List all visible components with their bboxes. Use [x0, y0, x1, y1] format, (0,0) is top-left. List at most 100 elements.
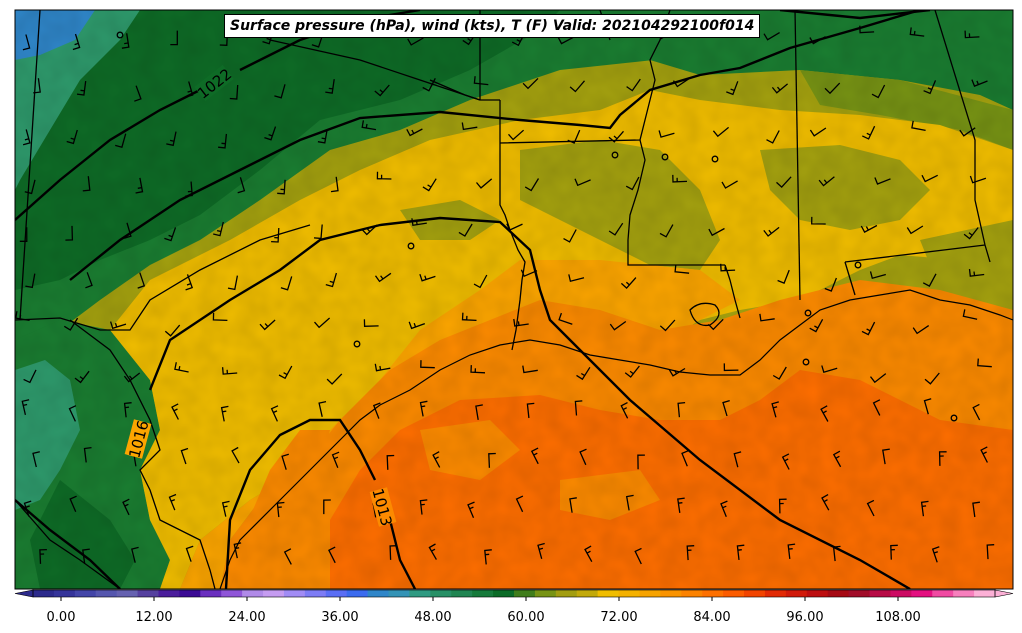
wind-barb: [213, 221, 224, 237]
wind-barb: [82, 548, 90, 564]
colorbar-tick-label: 60.00: [507, 610, 544, 625]
wind-barb: [677, 401, 686, 418]
wind-barb: [314, 317, 331, 329]
calm-circle: [854, 261, 862, 269]
wind-barb: [422, 78, 436, 92]
wind-barb: [476, 178, 493, 189]
colorbar-tick-marks: [60, 597, 899, 601]
colorbar-tick-label: 12.00: [135, 610, 172, 625]
wind-barb: [569, 497, 577, 513]
colorbar-tick-label: 72.00: [600, 610, 637, 625]
wind-barb: [420, 360, 435, 369]
wind-barb: [923, 80, 937, 95]
wind-barb: [363, 319, 379, 327]
wind-barb: [328, 546, 336, 564]
wind-barb: [672, 174, 688, 183]
wind-barb: [461, 122, 478, 131]
wind-barb: [264, 126, 277, 141]
wind-barb: [980, 446, 988, 463]
wind-barb: [624, 365, 640, 378]
wind-barb: [526, 402, 535, 419]
wind-barb: [115, 133, 127, 148]
wind-barb: [185, 274, 194, 291]
wind-barb: [772, 366, 787, 380]
wind-barb: [259, 319, 276, 331]
isobar-1013: [224, 418, 417, 589]
map-title: Surface pressure (hPa), wind (kts), T (F…: [224, 14, 761, 38]
wind-barb: [759, 313, 775, 322]
calm-circle: [116, 31, 124, 39]
wind-barb: [608, 130, 624, 143]
wind-barb: [23, 500, 32, 517]
wind-barb: [276, 501, 285, 518]
colorbar-swatch: [179, 590, 201, 597]
wind-barb: [832, 450, 842, 468]
wind-barb: [736, 544, 745, 560]
wind-barb: [15, 311, 30, 322]
wind-barb: [924, 372, 940, 385]
colorbar-swatch: [242, 590, 264, 597]
wind-barb: [419, 273, 436, 282]
wind-barb: [74, 370, 90, 384]
wind-barb: [824, 82, 841, 95]
wind-barb: [733, 451, 742, 468]
temperature-field: [15, 10, 1013, 589]
wind-barb: [871, 84, 886, 99]
wind-barb: [609, 320, 627, 331]
wind-barb: [964, 30, 980, 39]
colorbar-swatch: [493, 590, 515, 597]
wind-barb: [608, 222, 624, 236]
wind-barb: [325, 79, 335, 94]
wind-barb: [809, 36, 826, 45]
wind-barb: [637, 454, 645, 470]
wind-barb: [374, 84, 390, 97]
wind-barb: [968, 269, 985, 277]
wind-barb: [625, 494, 634, 511]
colorbar-swatch: [221, 590, 243, 597]
wind-barb: [921, 174, 938, 183]
wind-barb: [530, 447, 539, 465]
wind-barb: [185, 545, 194, 562]
colorbar-ticks: 0.00 12.00 24.00 36.00 48.00 60.00 72.00…: [47, 610, 921, 625]
wind-barb: [408, 321, 426, 330]
isobar-mid: [148, 216, 911, 589]
wind-barb: [722, 399, 730, 417]
wind-barb: [170, 30, 178, 46]
wind-barb: [620, 277, 637, 290]
wind-barb: [721, 180, 738, 189]
colorbar-swatch: [158, 590, 180, 597]
wind-barb: [809, 318, 824, 333]
wind-barb: [811, 216, 826, 225]
wind-barb: [723, 363, 739, 372]
wind-barb: [313, 224, 323, 240]
wind-barb: [25, 273, 36, 289]
wind-barb: [659, 224, 674, 238]
colorbar-tick-label: 48.00: [414, 610, 451, 625]
wind-barb: [432, 451, 441, 468]
wind-barb: [508, 129, 525, 141]
colorbar-min-extend: [14, 589, 34, 598]
wind-barb: [270, 405, 279, 422]
wind-barb: [470, 365, 486, 374]
wind-barb: [374, 272, 392, 283]
border-la-ms: [627, 139, 725, 266]
wind-barb: [558, 312, 573, 325]
colorbar-swatch: [618, 590, 641, 597]
wind-barb: [766, 130, 780, 144]
wind-barb: [922, 273, 937, 287]
wind-barb: [626, 78, 641, 92]
wind-barb: [959, 127, 976, 137]
wind-barb: [520, 269, 538, 278]
calm-circle: [611, 151, 619, 159]
wind-barb: [659, 319, 676, 332]
colorbar-tick-label: 24.00: [228, 610, 265, 625]
border-al-fl: [844, 244, 986, 263]
colorbar-outline: [32, 589, 996, 598]
colorbar-tick-label: 96.00: [786, 610, 823, 625]
wind-barb: [19, 227, 28, 242]
isobar-ne: [779, 10, 931, 20]
wind-barb: [33, 78, 41, 94]
colorbar-swatch: [304, 590, 327, 597]
colorbar-swatch: [576, 590, 599, 597]
wind-barb: [39, 548, 47, 564]
